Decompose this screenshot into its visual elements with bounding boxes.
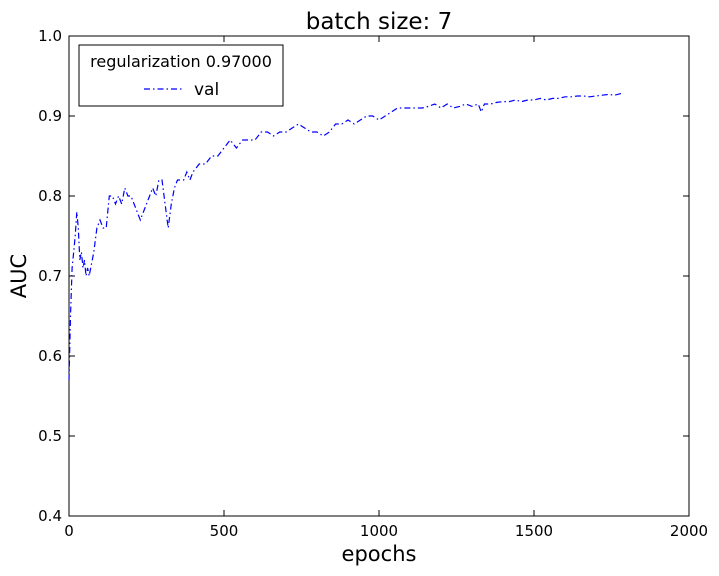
x-tick-label: 500	[210, 522, 239, 540]
y-tick-label: 0.7	[38, 267, 62, 285]
x-axis-label: epochs	[342, 542, 417, 566]
chart-title: batch size: 7	[306, 9, 453, 35]
y-tick-label: 0.4	[38, 507, 62, 525]
x-tick-label: 1500	[515, 522, 553, 540]
x-tick-label: 0	[64, 522, 74, 540]
axis-ticks: 0 500 1000 1500 2000 0.4 0.5 0.6 0.7 0.8 0.9 1.0	[38, 27, 708, 540]
plot-area	[68, 35, 690, 517]
y-axis-label: AUC	[7, 254, 31, 298]
y-tick-label: 0.6	[38, 347, 62, 365]
legend-title: regularization 0.97000	[90, 52, 272, 71]
y-tick-label: 0.8	[38, 187, 62, 205]
x-tick-label: 2000	[670, 522, 708, 540]
y-tick-label: 0.9	[38, 107, 62, 125]
x-tick-label: 1000	[360, 522, 398, 540]
y-tick-label: 0.5	[38, 427, 62, 445]
legend-box	[78, 44, 284, 107]
y-tick-label: 1.0	[38, 27, 62, 45]
legend-entry-val: val	[194, 80, 219, 100]
legend: regularization 0.97000 val	[78, 44, 284, 107]
